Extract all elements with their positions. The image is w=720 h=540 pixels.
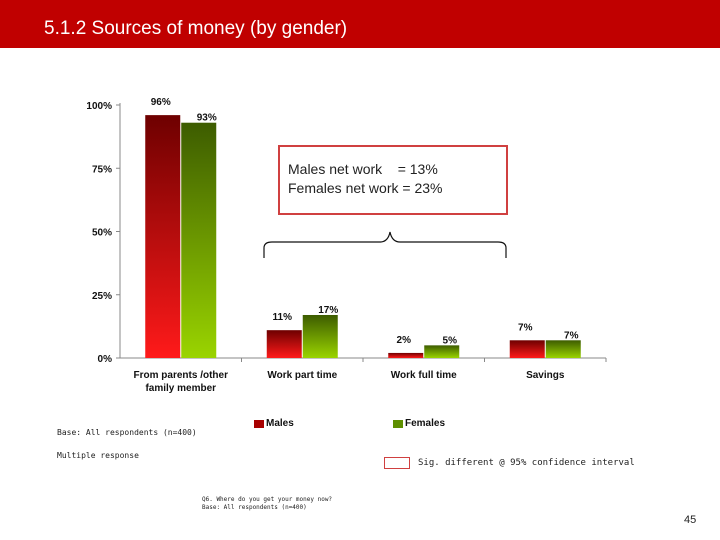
- data-label-males-3: 7%: [518, 322, 533, 333]
- x-category-label: family member: [145, 383, 216, 394]
- legend-swatch-males: [254, 420, 264, 428]
- significance-note: Sig. different @ 95% confidence interval: [418, 458, 635, 468]
- bar-males-3: [509, 340, 545, 358]
- bar-males-2: [388, 352, 424, 358]
- bar-males-0: [145, 115, 181, 359]
- data-label-females-1: 17%: [318, 305, 338, 316]
- x-category-label: Work part time: [267, 370, 337, 381]
- callout-males-net-work: Males net work = 13%: [288, 161, 438, 177]
- y-tick-label: 75%: [92, 164, 112, 175]
- legend-swatch-females: [393, 420, 403, 428]
- base-note: Base: All respondents (n=400): [57, 428, 197, 437]
- question-note: Q6. Where do you get your money now? Bas…: [202, 496, 332, 512]
- multiple-response-note: Multiple response: [57, 451, 139, 460]
- bar-males-1: [266, 330, 302, 358]
- page-number: 45: [684, 514, 697, 526]
- data-label-females-0: 93%: [197, 113, 217, 124]
- data-label-females-2: 5%: [443, 335, 458, 346]
- net-work-callout: Males net work = 13% Females net work = …: [278, 145, 508, 215]
- y-tick-label: 0%: [98, 354, 113, 365]
- question-text: Q6. Where do you get your money now?: [202, 496, 333, 503]
- x-category-label: From parents /other: [134, 370, 229, 381]
- legend-label-females: Females: [405, 418, 446, 429]
- x-category-label: Work full time: [391, 370, 457, 381]
- significance-legend-box: [384, 457, 410, 469]
- data-label-females-3: 7%: [564, 330, 579, 341]
- title-bar: 5.1.2 Sources of money (by gender): [0, 0, 720, 48]
- legend-label-males: Males: [266, 418, 294, 429]
- data-label-males-2: 2%: [397, 335, 412, 346]
- bar-females-0: [181, 122, 217, 359]
- data-label-males-1: 11%: [273, 312, 293, 323]
- bar-females-2: [424, 345, 460, 358]
- bar-females-3: [545, 340, 581, 358]
- y-tick-label: 50%: [92, 228, 112, 239]
- page-title: 5.1.2 Sources of money (by gender): [44, 18, 348, 39]
- bar-females-1: [302, 314, 338, 358]
- y-tick-label: 25%: [92, 291, 112, 302]
- callout-females-net-work: Females net work = 23%: [288, 180, 443, 196]
- y-tick-label: 100%: [86, 101, 112, 112]
- question-base: Base: All respondents (n=400): [202, 504, 307, 511]
- work-bracket: [263, 231, 507, 258]
- data-label-males-0: 96%: [151, 97, 171, 108]
- x-category-label: Savings: [526, 370, 565, 381]
